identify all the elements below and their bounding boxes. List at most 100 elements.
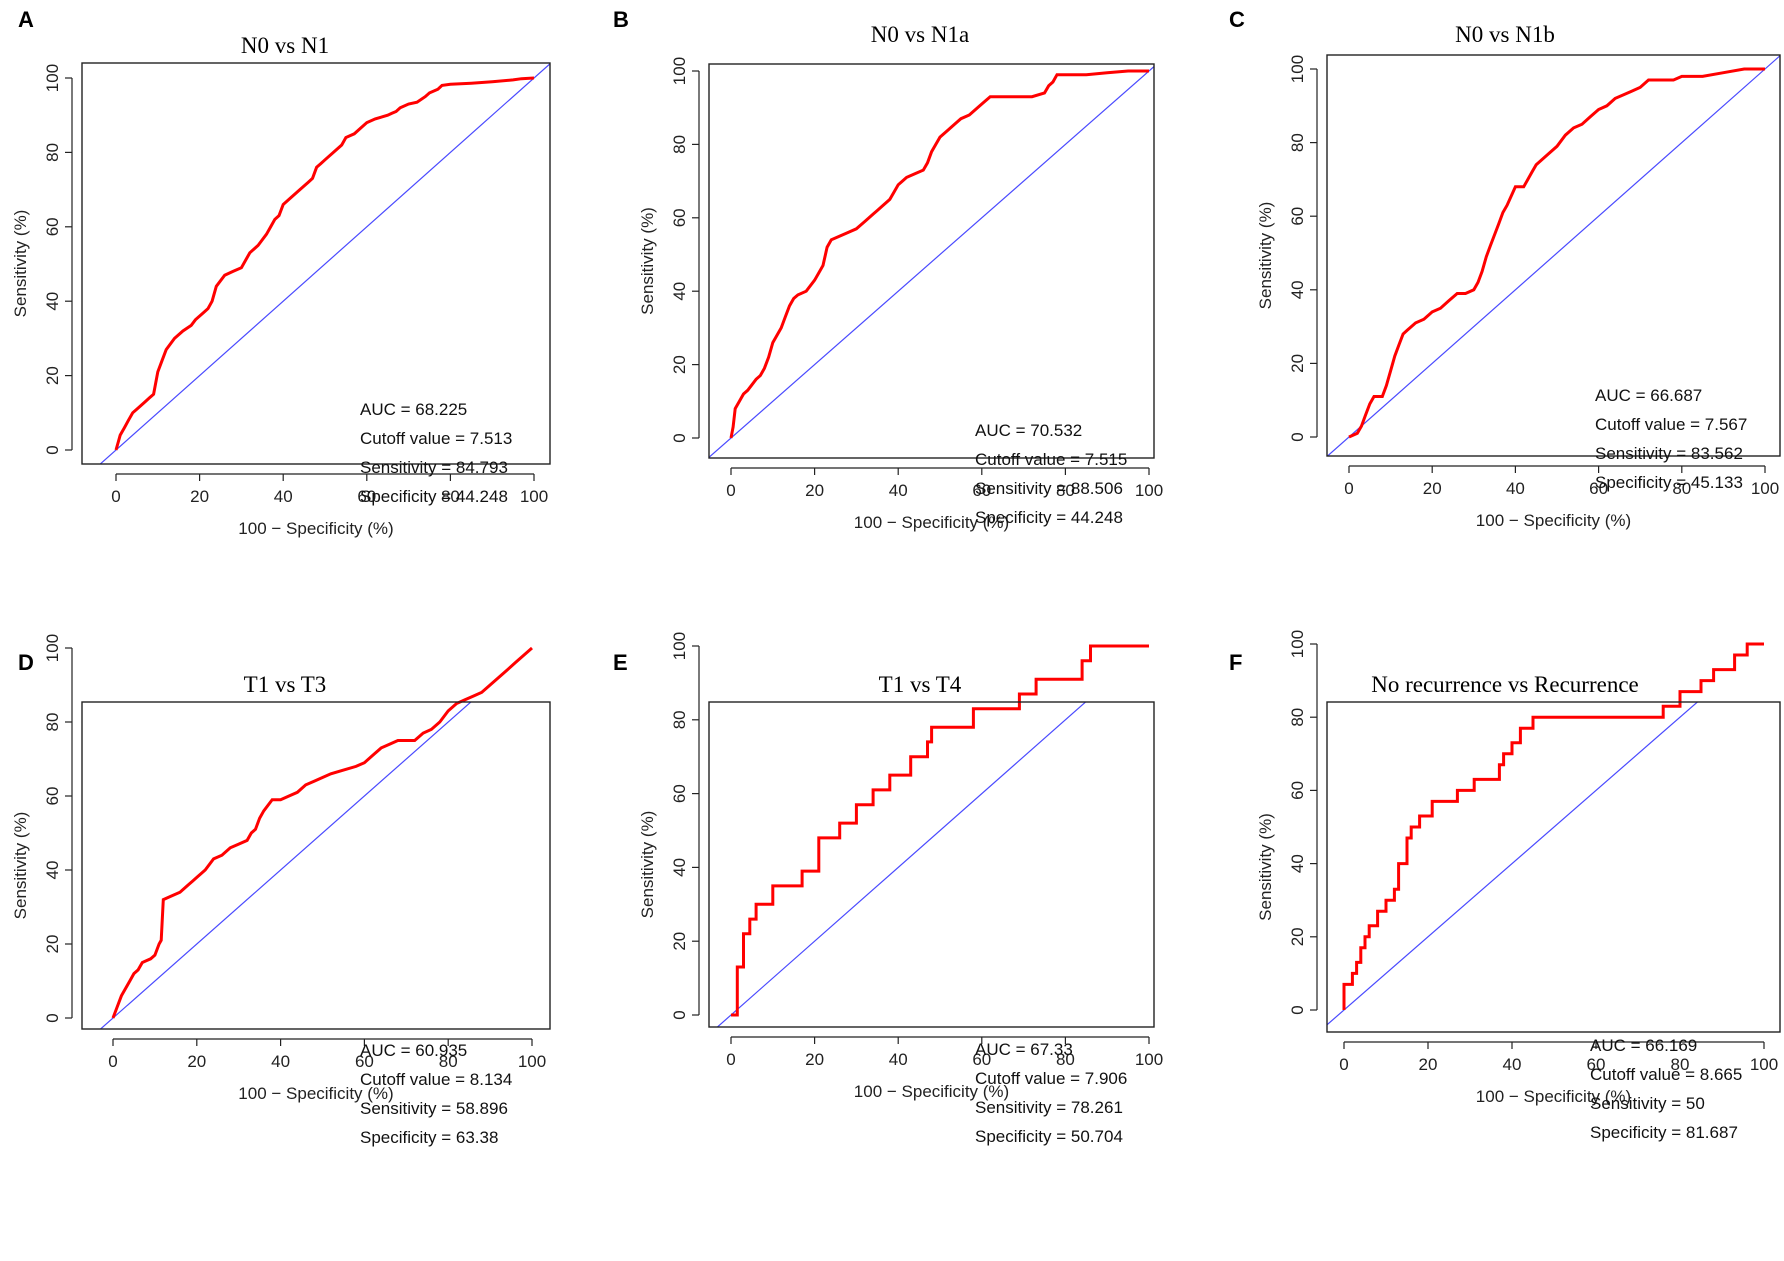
reference-diagonal (99, 63, 550, 464)
panel-e: E T1 vs T4 0 20 40 60 80 100 0 20 40 60 80 100 100 − S… (613, 632, 1163, 1146)
reference-diagonal (709, 65, 1154, 458)
y-tick-label: 20 (43, 935, 62, 954)
panel-d: D T1 vs T3 0 20 40 60 80 100 0 20 40 60 80 100 100 − S… (11, 634, 551, 1147)
stat-auc: AUC = 66.687 (1595, 386, 1702, 405)
y-tick-label: 80 (670, 710, 689, 729)
x-tick-label: 0 (1339, 1055, 1348, 1074)
stat-specificity: Specificity = 81.687 (1590, 1123, 1738, 1142)
x-tick-label: 40 (1506, 479, 1525, 498)
panel-letter-e: E (613, 650, 628, 675)
stat-sensitivity: Sensitivity = 78.261 (975, 1098, 1123, 1117)
y-tick-label: 20 (1288, 354, 1307, 373)
panel-letter-f: F (1229, 650, 1242, 675)
x-tick-label: 20 (805, 481, 824, 500)
x-tick-label: 60 (1587, 1055, 1606, 1074)
stat-sensitivity: Sensitivity = 84.793 (360, 458, 508, 477)
y-axis-title: Sensitivity (%) (11, 210, 30, 318)
stat-cutoff: Cutoff value = 7.515 (975, 450, 1127, 469)
y-tick-label: 40 (670, 858, 689, 877)
y-tick-label: 40 (43, 861, 62, 880)
y-tick-label: 60 (43, 217, 62, 236)
x-tick-label: 60 (355, 1052, 374, 1071)
y-tick-label: 100 (1288, 630, 1307, 658)
x-axis-title: 100 − Specificity (%) (854, 513, 1009, 532)
stat-sensitivity: Sensitivity = 88.506 (975, 479, 1123, 498)
y-tick-label: 0 (43, 445, 62, 454)
stat-specificity: Specificity = 44.248 (360, 487, 508, 506)
panel-f: F No recurrence vs Recurrence 0 20 40 60 80 100… (1229, 630, 1781, 1142)
x-tick-label: 100 (1751, 479, 1779, 498)
y-tick-label: 60 (1288, 781, 1307, 800)
stat-auc: AUC = 68.225 (360, 400, 467, 419)
x-tick-label: 0 (111, 487, 120, 506)
y-tick-label: 100 (670, 632, 689, 660)
y-tick-label: 60 (670, 784, 689, 803)
panel-letter-c: C (1229, 7, 1245, 32)
y-tick-label: 40 (670, 282, 689, 301)
y-tick-label: 20 (43, 366, 62, 385)
y-tick-label: 80 (1288, 708, 1307, 727)
panel-title: N0 vs N1b (1455, 22, 1555, 47)
y-tick-label: 20 (670, 355, 689, 374)
stat-auc: AUC = 60.935 (360, 1041, 467, 1060)
stat-sensitivity: Sensitivity = 58.896 (360, 1099, 508, 1118)
y-tick-label: 80 (43, 143, 62, 162)
stat-cutoff: Cutoff value = 8.665 (1590, 1065, 1742, 1084)
plot-frame (1326, 701, 1781, 1033)
x-tick-label: 80 (1672, 479, 1691, 498)
roc-curve (729, 69, 1149, 439)
y-tick-label: 0 (1288, 1005, 1307, 1014)
stat-sensitivity: Sensitivity = 83.562 (1595, 444, 1743, 463)
roc-curve (1342, 642, 1764, 1010)
x-tick-label: 20 (187, 1052, 206, 1071)
y-tick-label: 40 (1288, 854, 1307, 873)
y-tick-label: 20 (1288, 927, 1307, 946)
x-tick-label: 40 (1503, 1055, 1522, 1074)
y-tick-label: 100 (1288, 55, 1307, 83)
stat-cutoff: Cutoff value = 7.906 (975, 1069, 1127, 1088)
panel-title: No recurrence vs Recurrence (1371, 672, 1639, 697)
y-tick-label: 20 (670, 932, 689, 951)
y-tick-label: 80 (670, 135, 689, 154)
x-axis-title: 100 − Specificity (%) (854, 1082, 1009, 1101)
stat-auc: AUC = 66.169 (1590, 1036, 1697, 1055)
y-tick-label: 100 (43, 634, 62, 662)
x-tick-label: 0 (1344, 479, 1353, 498)
x-tick-label: 60 (972, 481, 991, 500)
panel-letter-a: A (18, 7, 34, 32)
x-tick-label: 100 (520, 487, 548, 506)
reference-diagonal (1327, 55, 1780, 456)
y-tick-label: 60 (1288, 207, 1307, 226)
x-tick-label: 0 (726, 481, 735, 500)
x-axis-title: 100 − Specificity (%) (1476, 511, 1631, 530)
panel-a: A N0 vs N1 0 20 40 60 80 100 0 20 40 60 80 100 100 − S… (11, 7, 551, 538)
x-tick-label: 40 (889, 481, 908, 500)
x-tick-label: 20 (190, 487, 209, 506)
panel-c: C N0 vs N1b 0 20 40 60 80 100 0 20 40 60 80 100 100 − … (1229, 7, 1781, 530)
y-tick-label: 80 (1288, 133, 1307, 152)
y-axis-title: Sensitivity (%) (1256, 813, 1275, 921)
y-tick-label: 100 (43, 64, 62, 92)
y-axis-title: Sensitivity (%) (1256, 202, 1275, 310)
y-tick-label: 0 (670, 1010, 689, 1019)
x-axis-title: 100 − Specificity (%) (238, 1084, 393, 1103)
panel-title: T1 vs T3 (244, 672, 327, 697)
x-tick-label: 40 (271, 1052, 290, 1071)
x-tick-label: 80 (439, 1052, 458, 1071)
y-tick-label: 60 (670, 208, 689, 227)
x-tick-label: 80 (1671, 1055, 1690, 1074)
x-tick-label: 20 (805, 1050, 824, 1069)
y-axis-title: Sensitivity (%) (11, 812, 30, 920)
panel-letter-b: B (613, 7, 629, 32)
reference-diagonal (716, 702, 1087, 1027)
x-tick-label: 100 (518, 1052, 546, 1071)
roc-curve (114, 76, 535, 451)
x-tick-label: 100 (1135, 481, 1163, 500)
x-tick-label: 0 (108, 1052, 117, 1071)
plot-frame (81, 62, 551, 465)
stat-specificity: Specificity = 45.133 (1595, 473, 1743, 492)
plot-frame (1326, 54, 1781, 457)
x-tick-label: 40 (274, 487, 293, 506)
y-tick-label: 80 (43, 713, 62, 732)
y-tick-label: 100 (670, 57, 689, 85)
